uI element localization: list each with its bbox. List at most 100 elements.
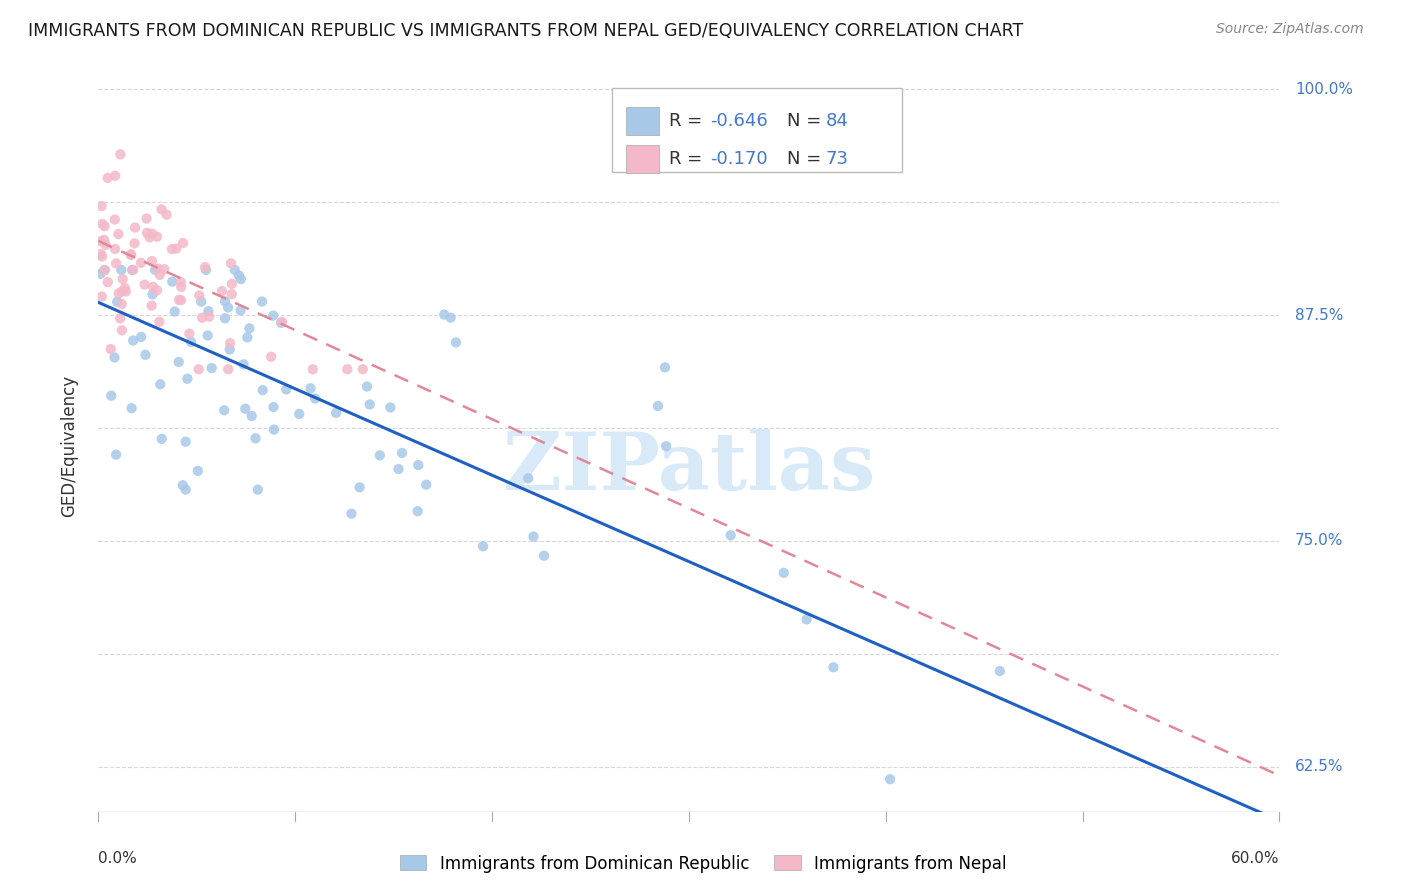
Point xyxy=(823,660,845,674)
Point xyxy=(219,336,242,351)
Legend: Immigrants from Dominican Republic, Immigrants from Nepal: Immigrants from Dominican Republic, Immi… xyxy=(392,848,1014,880)
Point xyxy=(104,169,127,183)
Point xyxy=(217,362,239,376)
Point xyxy=(170,293,193,308)
Point xyxy=(340,507,363,521)
Point xyxy=(90,235,112,249)
Point xyxy=(250,294,273,309)
Point xyxy=(170,280,193,294)
Point xyxy=(172,235,194,250)
Point xyxy=(304,392,326,406)
Point xyxy=(93,263,115,277)
Point xyxy=(89,267,111,281)
Text: GED/Equivalency: GED/Equivalency xyxy=(60,375,77,517)
Point xyxy=(165,242,187,256)
Point xyxy=(228,268,250,283)
Text: 100.0%: 100.0% xyxy=(1295,82,1353,97)
Point xyxy=(194,260,217,274)
Point xyxy=(104,212,127,227)
Text: R =: R = xyxy=(669,112,707,130)
Point xyxy=(433,308,456,322)
Text: N =: N = xyxy=(787,150,827,168)
Text: 84: 84 xyxy=(825,112,849,130)
Point xyxy=(149,268,172,282)
Point xyxy=(262,309,284,323)
Point xyxy=(188,288,211,302)
Point xyxy=(94,263,117,277)
Point xyxy=(93,219,115,234)
Point xyxy=(240,409,263,423)
Point xyxy=(139,230,162,244)
Point xyxy=(114,281,136,295)
Point xyxy=(232,357,254,371)
Point xyxy=(110,263,132,277)
Point xyxy=(415,477,437,491)
Point xyxy=(336,362,359,376)
Point xyxy=(148,315,170,329)
Text: 75.0%: 75.0% xyxy=(1295,533,1344,549)
Point xyxy=(221,277,243,291)
Point xyxy=(104,242,127,256)
Point xyxy=(219,256,242,270)
Text: 73: 73 xyxy=(825,150,849,168)
Text: -0.170: -0.170 xyxy=(710,150,768,168)
Point xyxy=(149,377,172,392)
Point xyxy=(129,330,152,344)
Text: ZIPatlas: ZIPatlas xyxy=(503,429,875,507)
Point xyxy=(142,280,165,294)
Point xyxy=(160,242,183,256)
Point xyxy=(211,284,233,298)
Point xyxy=(153,262,176,277)
Point xyxy=(176,372,198,386)
Point xyxy=(163,304,186,318)
Point xyxy=(301,362,323,376)
Point xyxy=(260,350,283,364)
Text: 60.0%: 60.0% xyxy=(1232,852,1279,866)
Point xyxy=(143,263,166,277)
Point xyxy=(150,432,173,446)
Point xyxy=(299,381,322,395)
Point xyxy=(406,504,429,518)
Point xyxy=(134,277,156,292)
Point xyxy=(224,263,246,277)
Point xyxy=(90,247,112,261)
Point xyxy=(122,334,145,348)
Point xyxy=(111,297,134,311)
Point xyxy=(270,316,292,330)
FancyBboxPatch shape xyxy=(626,107,659,136)
Point xyxy=(288,407,311,421)
Point xyxy=(170,275,193,289)
Point xyxy=(229,303,252,318)
Point xyxy=(191,310,214,325)
Point xyxy=(522,529,544,543)
Point xyxy=(218,343,240,357)
Point xyxy=(167,293,190,307)
Point xyxy=(90,199,112,213)
Point xyxy=(263,400,285,414)
Text: Source: ZipAtlas.com: Source: ZipAtlas.com xyxy=(1216,22,1364,37)
Point xyxy=(245,431,267,445)
Point xyxy=(356,379,378,393)
Point xyxy=(111,272,134,286)
Point xyxy=(187,464,209,478)
Point xyxy=(647,399,669,413)
Point xyxy=(136,226,159,240)
Point xyxy=(772,566,794,580)
Point xyxy=(105,448,128,462)
Point xyxy=(252,383,274,397)
Text: IMMIGRANTS FROM DOMINICAN REPUBLIC VS IMMIGRANTS FROM NEPAL GED/EQUIVALENCY CORR: IMMIGRANTS FROM DOMINICAN REPUBLIC VS IM… xyxy=(28,22,1024,40)
Text: -0.646: -0.646 xyxy=(710,112,768,130)
Point xyxy=(380,401,402,415)
Point xyxy=(174,434,197,449)
Point xyxy=(444,335,467,350)
Point xyxy=(167,355,190,369)
Point xyxy=(120,247,142,261)
Point xyxy=(121,401,143,416)
Point xyxy=(150,202,173,217)
Point xyxy=(391,446,413,460)
Point xyxy=(174,483,197,497)
Point xyxy=(271,315,294,329)
Point xyxy=(107,286,129,301)
Point xyxy=(180,334,202,349)
Point xyxy=(655,439,678,453)
